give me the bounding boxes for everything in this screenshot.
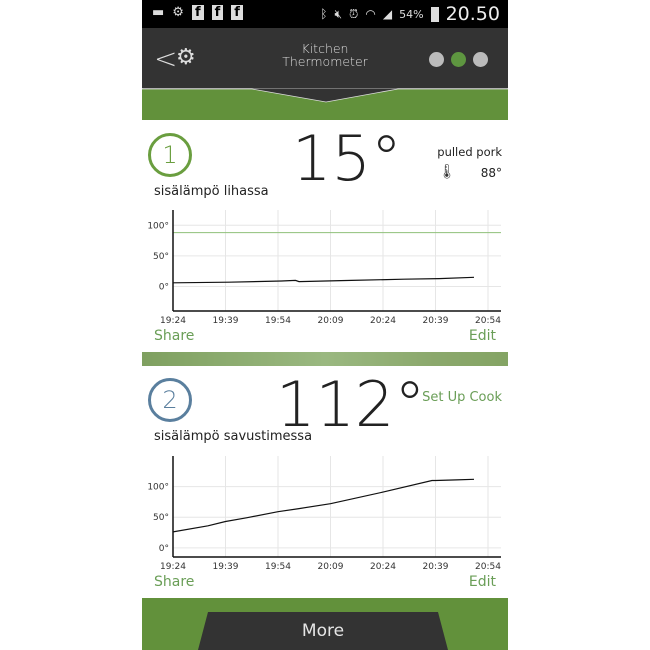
header-notch [142, 88, 508, 103]
message-icon: ▬ [152, 5, 165, 20]
phone-screen: ▬ ⚙ f f f ᛒ 🔇︎ ⏰︎ ◠ ◢ 54% 20.50 < ⚙ Kitc… [142, 0, 508, 650]
battery-level: 54% [399, 7, 424, 21]
x-tick-label: 19:39 [213, 316, 239, 323]
temperature-series-line [172, 478, 475, 533]
y-tick-label: 0° [159, 283, 169, 293]
settings-gear-icon[interactable]: ⚙ [176, 45, 196, 70]
x-tick-label: 19:39 [213, 562, 239, 569]
probe-name: sisälämpö lihassa [154, 184, 269, 199]
x-tick-label: 20:24 [370, 316, 396, 323]
x-tick-label: 19:24 [160, 562, 186, 569]
y-tick-label: 100° [147, 221, 169, 231]
status-bar: ▬ ⚙ f f f ᛒ 🔇︎ ⏰︎ ◠ ◢ 54% 20.50 [142, 0, 508, 28]
share-button[interactable]: Share [154, 328, 195, 344]
x-tick-label: 20:54 [475, 562, 501, 569]
bottom-bar: More [142, 598, 508, 650]
x-tick-label: 19:54 [265, 562, 291, 569]
probe-number-badge: 2 [148, 378, 192, 422]
card-separator [142, 352, 508, 366]
edit-button[interactable]: Edit [468, 328, 496, 344]
settings-icon: ⚙ [172, 5, 184, 20]
x-tick-label: 19:54 [265, 316, 291, 323]
set-up-cook-button[interactable]: Set Up Cook [422, 390, 502, 405]
wifi-icon: ◠ [365, 7, 376, 21]
y-tick-label: 0° [159, 544, 169, 554]
temperature-chart-2: 19:24 19:39 19:54 20:09 20:24 20:39 20:54 100° 5… [147, 456, 501, 569]
share-button[interactable]: Share [154, 574, 195, 590]
y-tick-label: 50° [153, 252, 169, 262]
current-temperature: 112° [276, 368, 426, 441]
probe-card-1: 1 15° pulled pork 🌡︎ 88° sisälämpö lihas… [142, 120, 508, 352]
facebook-icon: f [231, 5, 243, 20]
thermometer-icon: 🌡︎ [438, 164, 456, 180]
back-icon[interactable]: < [154, 42, 178, 75]
y-tick-label: 100° [147, 483, 169, 493]
page-dot-3[interactable] [473, 52, 488, 67]
mute-icon: 🔇︎ [334, 6, 343, 21]
page-dot-2-active[interactable] [451, 52, 466, 67]
probe-card-2: 2 112° Set Up Cook sisälämpö savustimess… [142, 366, 508, 598]
facebook-icon: f [191, 5, 204, 20]
x-tick-label: 20:39 [423, 562, 449, 569]
x-tick-label: 20:09 [318, 316, 344, 323]
alarm-icon: ⏰︎ [349, 6, 359, 21]
x-tick-label: 20:54 [475, 316, 501, 323]
x-tick-label: 20:24 [370, 562, 396, 569]
x-tick-label: 20:39 [423, 316, 449, 323]
battery-icon [430, 6, 439, 22]
page-indicator [429, 52, 488, 67]
edit-button[interactable]: Edit [468, 574, 496, 590]
current-temperature: 15° [292, 122, 402, 195]
more-button[interactable]: More [198, 612, 448, 650]
signal-icon: ◢ [382, 7, 393, 21]
bluetooth-icon: ᛒ [320, 7, 328, 21]
clock: 20.50 [445, 3, 500, 25]
app-header: < ⚙ Kitchen Thermometer [142, 28, 508, 90]
page-dot-1[interactable] [429, 52, 444, 67]
y-tick-label: 50° [153, 513, 169, 523]
probe-name: sisälämpö savustimessa [154, 429, 313, 444]
x-tick-label: 20:09 [318, 562, 344, 569]
target-temperature: 88° [480, 166, 502, 180]
facebook-icon: f [211, 5, 224, 20]
probe-number-badge: 1 [148, 133, 192, 177]
title-line-1: Kitchen [301, 41, 349, 56]
cook-name[interactable]: pulled pork [437, 145, 502, 159]
temperature-chart-1: 19:24 19:39 19:54 20:09 20:24 20:39 20:54 100° 5… [147, 210, 501, 323]
title-line-2: Thermometer [282, 54, 368, 69]
x-tick-label: 19:24 [160, 316, 186, 323]
app-title: Kitchen Thermometer [142, 42, 508, 68]
temperature-series-line [172, 276, 475, 284]
